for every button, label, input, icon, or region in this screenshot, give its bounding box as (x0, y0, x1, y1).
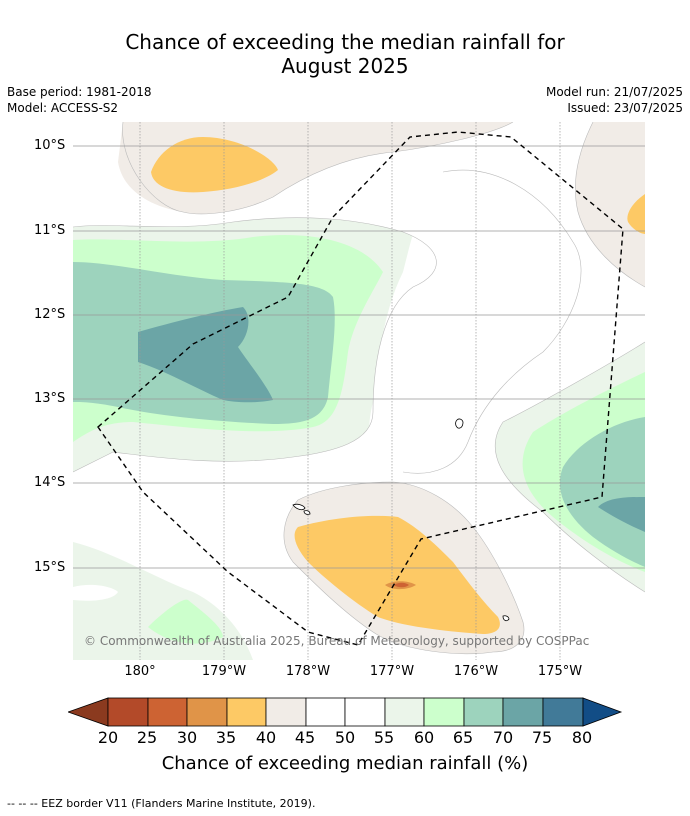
colorbar-bin-70-75 (502, 697, 544, 727)
colorbar-bin-50-55 (344, 697, 386, 727)
colorbar-bin-30-35 (186, 697, 228, 727)
title-line-2: August 2025 (281, 54, 409, 78)
lat-label-14s: 14°S (34, 475, 66, 490)
colorbar-tick-55: 55 (373, 728, 395, 747)
region-35-40-south (294, 515, 500, 634)
title-line-1: Chance of exceeding the median rainfall … (125, 30, 565, 54)
colorbar (68, 697, 623, 727)
lon-label-176w: 176°W (453, 664, 499, 679)
colorbar-label: Chance of exceeding median rainfall (%) (161, 753, 529, 774)
lon-label-175w: 175°W (537, 664, 583, 679)
region-35-40-north (151, 137, 278, 193)
colorbar-bin-20-25 (107, 697, 149, 727)
lat-label-12s: 12°S (34, 307, 66, 322)
lon-label-179w: 179°W (201, 664, 247, 679)
region-35-40-northeast (627, 194, 645, 234)
colorbar-bin-55-60 (384, 697, 425, 727)
region-45-55-southwest (73, 584, 118, 601)
lon-label-180: 180° (124, 664, 156, 679)
colorbar-bin-25-30 (147, 697, 188, 727)
region-60-65-south-blob (148, 599, 223, 644)
colorbar-tick-60: 60 (413, 728, 435, 747)
contour-lines (73, 122, 645, 655)
colorbar-tick-70: 70 (492, 728, 514, 747)
colorbar-tick-40: 40 (255, 728, 277, 747)
lat-label-10s: 10°S (34, 138, 66, 153)
colorbar-tick-20: 20 (97, 728, 119, 747)
model-run: Model run: 21/07/2025 (545, 85, 683, 99)
colorbar-bin-65-70 (463, 697, 504, 727)
issued-date: Issued: 23/07/2025 (567, 101, 683, 115)
region-40-45-northeast (575, 122, 645, 287)
lat-label-13s: 13°S (34, 391, 66, 406)
meta-left: Base period: 1981-2018 Model: ACCESS-S2 (7, 84, 152, 116)
colorbar-bin-75-80 (542, 697, 584, 727)
colorbar-tick-25: 25 (136, 728, 158, 747)
colorbar-tick-35: 35 (215, 728, 237, 747)
colorbar-tick-30: 30 (176, 728, 198, 747)
colorbar-below-arrow (68, 697, 109, 727)
meta-right: Model run: 21/07/2025 Issued: 23/07/2025 (546, 84, 683, 116)
region-25-30-tiny (393, 582, 409, 588)
model-name: Model: ACCESS-S2 (7, 101, 119, 115)
map-title: Chance of exceeding the median rainfall … (0, 30, 690, 78)
lat-label-11s: 11°S (34, 223, 66, 238)
colorbar-tick-65: 65 (452, 728, 474, 747)
lat-label-15s: 15°S (34, 560, 66, 575)
region-70-75-east (598, 497, 645, 532)
islands (292, 418, 510, 622)
eez-border (97, 131, 624, 646)
colorbar-above-arrow (582, 697, 623, 727)
eez-footnote: -- -- -- EEZ border V11 (Flanders Marine… (7, 797, 316, 810)
base-period: Base period: 1981-2018 (7, 85, 152, 99)
colorbar-tick-80: 80 (571, 728, 593, 747)
grid-lines (73, 122, 645, 660)
colorbar-tick-50: 50 (334, 728, 356, 747)
rainfall-map[interactable]: © Commonwealth of Australia 2025, Bureau… (73, 122, 645, 660)
colorbar-tick-45: 45 (294, 728, 316, 747)
colorbar-bin-45-50 (305, 697, 346, 727)
colorbar-bin-40-45 (265, 697, 307, 727)
colorbar-bin-60-65 (423, 697, 465, 727)
lon-label-178w: 178°W (285, 664, 331, 679)
region-45-55-center (369, 170, 582, 474)
colorbar-tick-75: 75 (531, 728, 553, 747)
colorbar-bin-35-40 (226, 697, 267, 727)
region-70-75-west (138, 307, 273, 403)
lon-label-177w: 177°W (369, 664, 415, 679)
map-copyright: © Commonwealth of Australia 2025, Bureau… (84, 634, 589, 648)
